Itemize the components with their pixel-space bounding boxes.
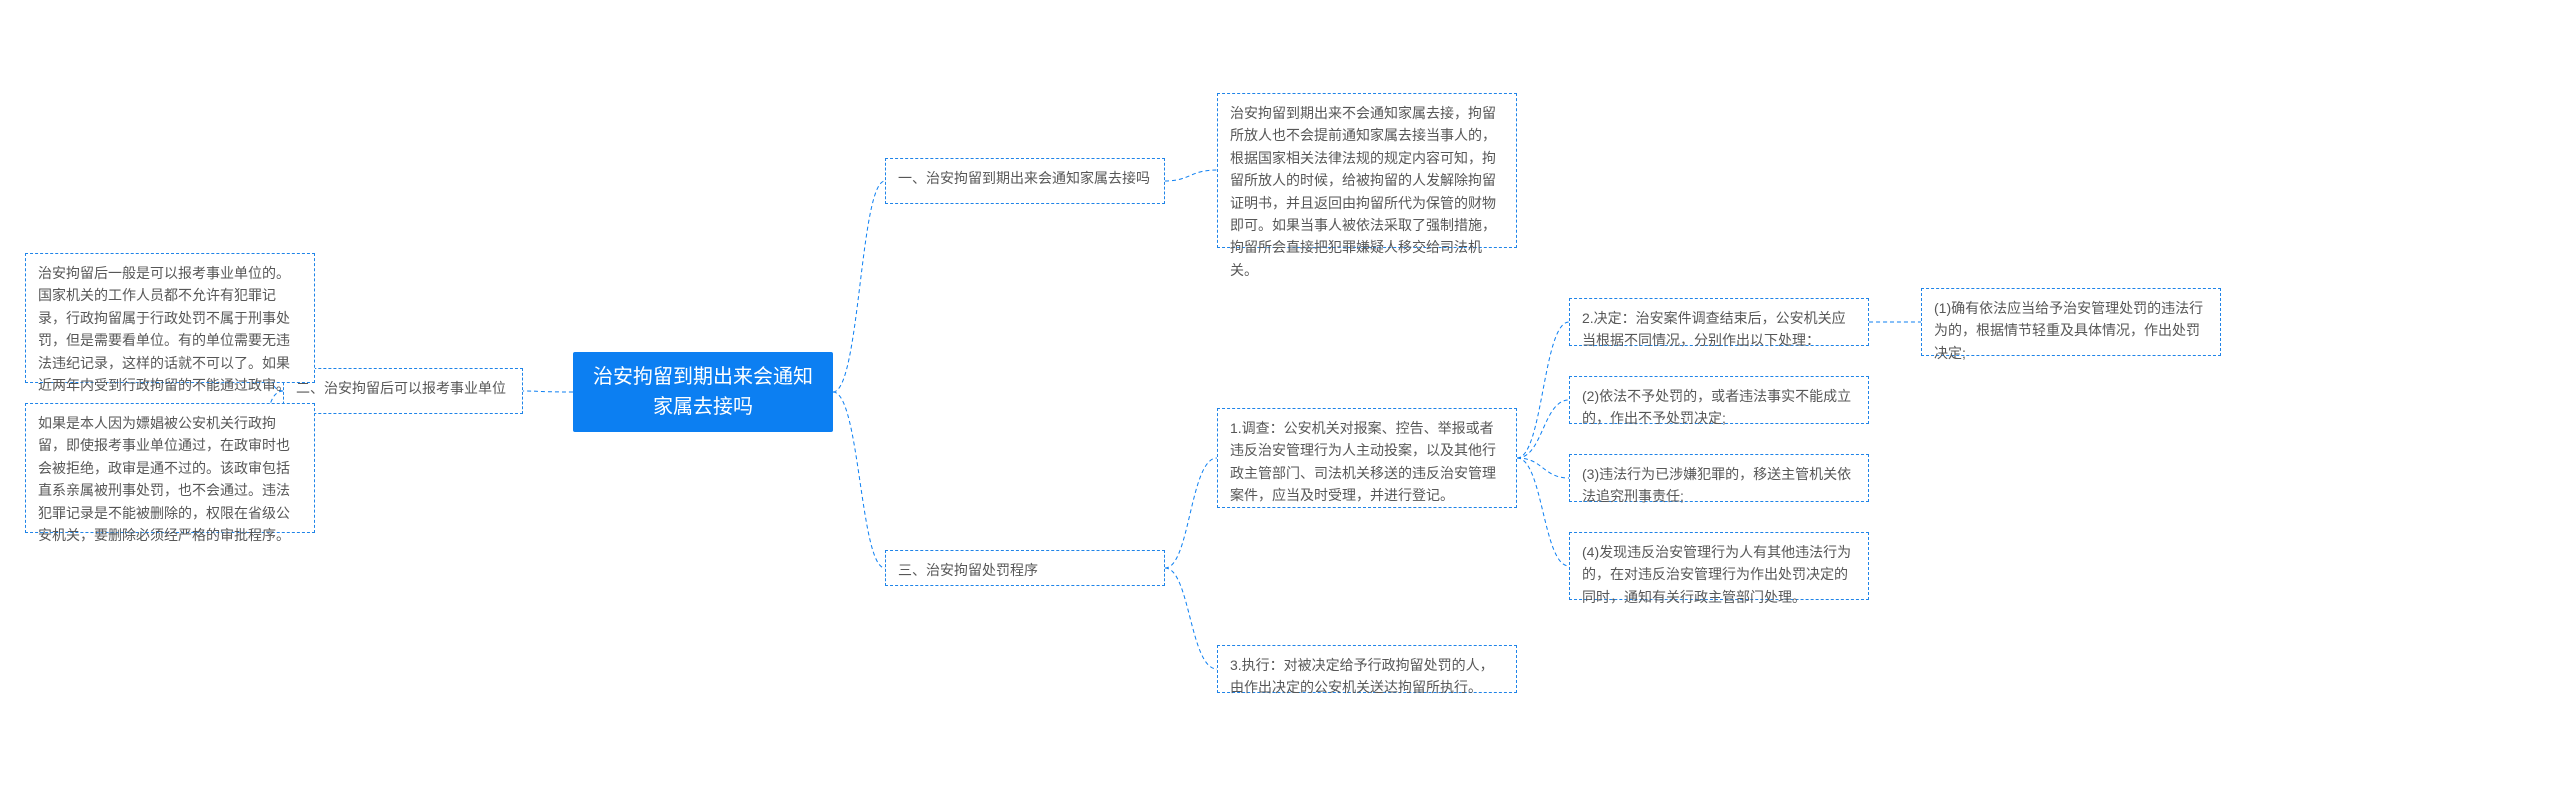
root-node: 治安拘留到期出来会通知家属去接吗	[573, 352, 833, 432]
branch-3-0-3: (4)发现违反治安管理行为人有其他违法行为的，在对违反治安管理行为作出处罚决定的…	[1569, 532, 1869, 600]
branch-3-child-0: 1.调查：公安机关对报案、控告、举报或者违反治安管理行为人主动投案，以及其他行政…	[1217, 408, 1517, 508]
branch-2: 二、治安拘留后可以报考事业单位吗	[283, 368, 523, 414]
branch-3-0-0: 2.决定：治安案件调查结束后，公安机关应当根据不同情况，分别作出以下处理：	[1569, 298, 1869, 346]
branch-2-child-0: 治安拘留后一般是可以报考事业单位的。国家机关的工作人员都不允许有犯罪记录，行政拘…	[25, 253, 315, 383]
branch-1: 一、治安拘留到期出来会通知家属去接吗	[885, 158, 1165, 204]
mindmap-stage: 治安拘留到期出来会通知家属去接吗 二、治安拘留后可以报考事业单位吗 治安拘留后一…	[0, 0, 2560, 791]
branch-3-0-2: (3)违法行为已涉嫌犯罪的，移送主管机关依法追究刑事责任;	[1569, 454, 1869, 502]
branch-3-child-1: 3.执行：对被决定给予行政拘留处罚的人，由作出决定的公安机关送达拘留所执行。	[1217, 645, 1517, 693]
branch-3: 三、治安拘留处罚程序	[885, 550, 1165, 586]
branch-3-0-0-0: (1)确有依法应当给予治安管理处罚的违法行为的，根据情节轻重及具体情况，作出处罚…	[1921, 288, 2221, 356]
branch-1-child-0: 治安拘留到期出来不会通知家属去接，拘留所放人也不会提前通知家属去接当事人的，根据…	[1217, 93, 1517, 248]
branch-2-child-1: 如果是本人因为嫖娼被公安机关行政拘留，即使报考事业单位通过，在政审时也会被拒绝，…	[25, 403, 315, 533]
branch-3-0-1: (2)依法不予处罚的，或者违法事实不能成立的，作出不予处罚决定;	[1569, 376, 1869, 424]
